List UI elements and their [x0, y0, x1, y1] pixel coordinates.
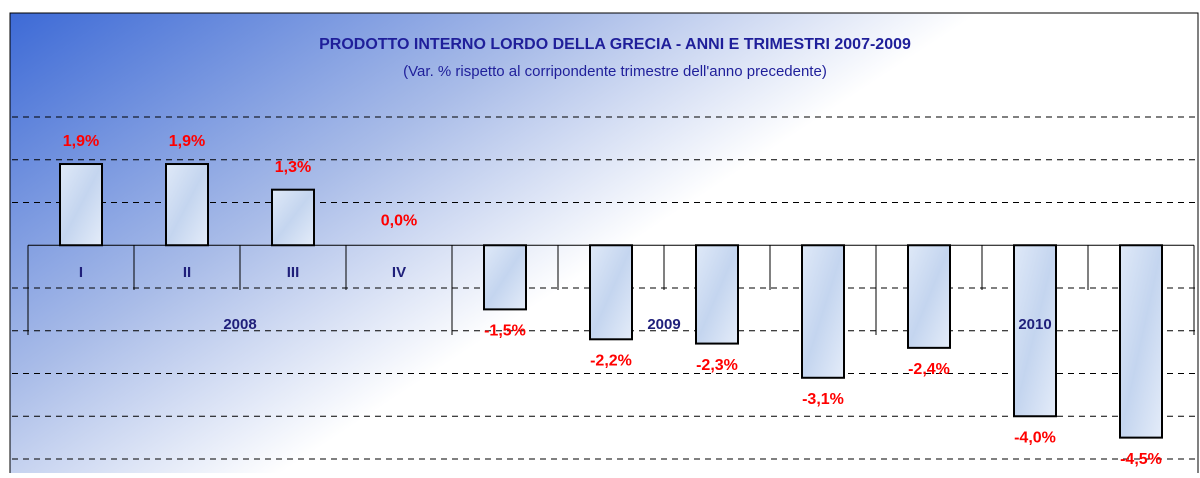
x-tick-label: II [183, 264, 191, 281]
value-label: 0,0% [381, 212, 417, 229]
x-tick-label: IV [392, 264, 406, 281]
bar [1119, 244, 1163, 439]
group-label: 2008 [223, 316, 256, 333]
value-label: 1,9% [63, 133, 99, 150]
value-label: 1,9% [169, 133, 205, 150]
chart-title: PRODOTTO INTERNO LORDO DELLA GRECIA - AN… [319, 36, 911, 53]
bar [801, 244, 845, 379]
value-label: -4,5% [1120, 451, 1162, 468]
bar [589, 244, 633, 341]
value-label: -2,2% [590, 353, 632, 370]
bar [907, 244, 951, 349]
value-label: -4,0% [1014, 429, 1056, 446]
bar [1013, 244, 1057, 418]
value-label: -2,4% [908, 361, 950, 378]
bar [165, 163, 209, 247]
group-label: 2009 [647, 316, 680, 333]
value-label: -2,3% [696, 357, 738, 374]
bar [271, 188, 315, 247]
bar [59, 163, 103, 247]
x-tick-label: I [79, 264, 83, 281]
chart-subtitle: (Var. % rispetto al corripondente trimes… [403, 63, 827, 80]
value-label: -3,1% [802, 391, 844, 408]
group-label: 2010 [1018, 316, 1051, 333]
x-tick-label: III [287, 264, 300, 281]
bar [483, 244, 527, 311]
value-label: 1,3% [275, 159, 311, 176]
bar [695, 244, 739, 345]
value-label: -1,5% [484, 323, 526, 340]
